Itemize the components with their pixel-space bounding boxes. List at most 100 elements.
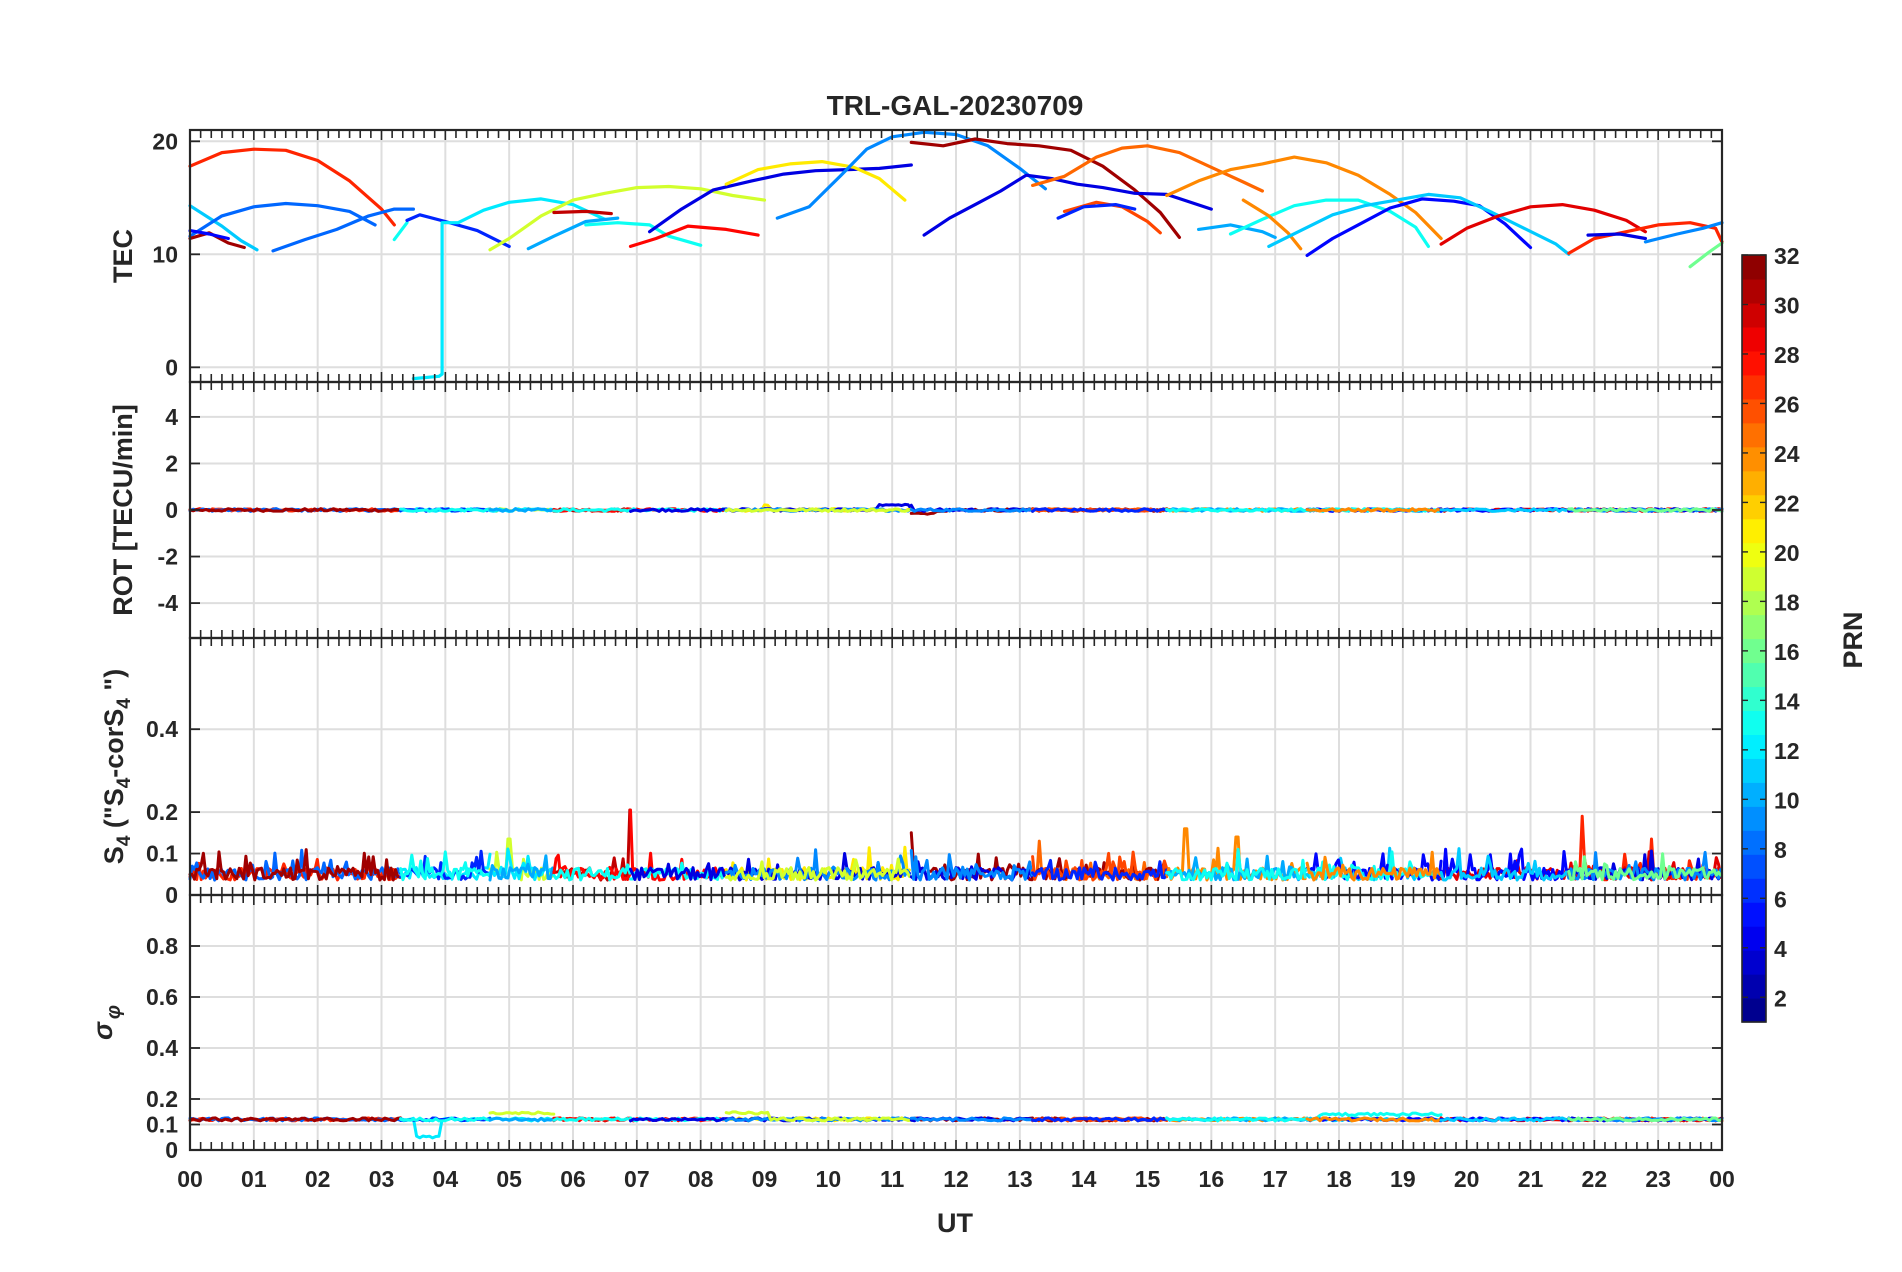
series-prn-24 bbox=[1241, 198, 1303, 251]
y-tick-label: 0.1 bbox=[146, 1112, 178, 1138]
series-prn-9 bbox=[909, 507, 1035, 513]
series-prn-24 bbox=[1305, 507, 1443, 513]
series-prn-24 bbox=[1305, 850, 1443, 882]
y-axis-label-part: 4 bbox=[114, 777, 135, 788]
colorbar-swatch bbox=[1742, 710, 1766, 735]
colorbar-swatch bbox=[1742, 782, 1766, 807]
colorbar-tick-label: 24 bbox=[1774, 441, 1800, 467]
series-prn-24 bbox=[1165, 155, 1443, 241]
series-prn-6 bbox=[1031, 858, 1169, 882]
colorbar-tick-label: 4 bbox=[1774, 936, 1787, 962]
x-tick-label: 14 bbox=[1071, 1166, 1097, 1192]
panel-tec: 0 10 20 TEC bbox=[108, 128, 1724, 384]
series-prn-11 bbox=[1439, 507, 1571, 513]
y-tick-label: 0.2 bbox=[146, 1086, 178, 1112]
y-axis-label-sigma: σφ bbox=[88, 1005, 125, 1040]
x-tick-label: 00 bbox=[1709, 1166, 1735, 1192]
series-prn-13 bbox=[552, 1116, 632, 1123]
series-prn-4 bbox=[647, 163, 913, 234]
y-tick-label: 0.8 bbox=[146, 933, 178, 959]
series-prn-16 bbox=[1688, 241, 1724, 269]
x-ticks-rot bbox=[189, 382, 1723, 638]
panel-rot: -4 -2 0 2 4 ROT [TECU/min] bbox=[108, 380, 1724, 640]
series-prn-13 bbox=[552, 507, 632, 513]
x-ticks-s4 bbox=[189, 638, 1723, 895]
colorbar-swatch bbox=[1742, 326, 1766, 352]
series-prn-16 bbox=[1567, 507, 1724, 513]
data-rot bbox=[188, 502, 1724, 516]
colorbar-swatch bbox=[1742, 350, 1766, 376]
x-tick-label: 20 bbox=[1454, 1166, 1480, 1192]
colorbar-swatch bbox=[1742, 830, 1766, 855]
x-tick-label: 22 bbox=[1582, 1166, 1608, 1192]
series-prn-6 bbox=[405, 213, 511, 248]
series-prn-4 bbox=[629, 507, 728, 513]
y-axis-label-part: ("S bbox=[99, 788, 129, 835]
series-prn-13 bbox=[392, 221, 409, 242]
series-prn-31 bbox=[188, 848, 402, 882]
colorbar-swatch bbox=[1742, 255, 1766, 280]
series-prn-28 bbox=[628, 224, 760, 248]
x-tick-label: 12 bbox=[943, 1166, 969, 1192]
series-prn-19 bbox=[488, 184, 767, 252]
y-tick-label: 4 bbox=[165, 404, 178, 430]
series-prn-12 bbox=[411, 197, 607, 381]
y-tick-label: 0 bbox=[165, 497, 178, 523]
y-tick-label: 10 bbox=[152, 241, 178, 267]
y-tick-label: -4 bbox=[158, 590, 179, 616]
x-tick-label: 21 bbox=[1518, 1166, 1544, 1192]
x-tick-label: 04 bbox=[433, 1166, 459, 1192]
y-tick-label: 0 bbox=[165, 354, 178, 380]
y-tick-label: 20 bbox=[152, 128, 178, 154]
colorbar-tick-label: 8 bbox=[1774, 837, 1787, 863]
series-prn-10 bbox=[488, 507, 556, 513]
series-prn-19 bbox=[724, 1110, 913, 1123]
series-prn-19 bbox=[724, 507, 913, 513]
colorbar-swatch bbox=[1742, 686, 1766, 712]
colorbar-tick-label: 20 bbox=[1774, 540, 1800, 566]
y-tick-label: -2 bbox=[158, 544, 178, 570]
series-prn-11 bbox=[1439, 847, 1570, 882]
colorbar-swatch bbox=[1742, 446, 1766, 472]
colorbar-swatch bbox=[1742, 806, 1766, 831]
y-tick-label: 0.4 bbox=[146, 716, 178, 742]
y-axis-label-tec: TEC bbox=[108, 229, 138, 283]
series-prn-9 bbox=[775, 130, 1048, 220]
y-tick-label: 0.6 bbox=[146, 984, 178, 1010]
series-prn-5 bbox=[188, 229, 230, 241]
x-tick-label: 17 bbox=[1262, 1166, 1288, 1192]
series-prn-13 bbox=[1165, 1116, 1309, 1123]
colorbar-swatch bbox=[1742, 422, 1766, 448]
series-prn-27 bbox=[1567, 221, 1724, 255]
series-prn-9 bbox=[1643, 221, 1724, 244]
colorbar-swatch bbox=[1742, 902, 1766, 927]
series-prn-6 bbox=[1031, 1116, 1169, 1123]
y-axis-label-s4: S4 ("S4-corS4 ") bbox=[99, 669, 135, 864]
series-prn-4 bbox=[629, 1116, 728, 1123]
series-prn-11 bbox=[1439, 1116, 1571, 1123]
series-prn-30 bbox=[552, 209, 613, 216]
series-prn-12 bbox=[399, 852, 492, 881]
colorbar-swatch bbox=[1742, 542, 1766, 568]
series-prn-27 bbox=[188, 147, 396, 227]
x-tick-label: 06 bbox=[560, 1166, 586, 1192]
colorbar-swatch bbox=[1742, 998, 1766, 1023]
panel-s4: 00.10.20.4S4 ("S4-corS4 ") bbox=[99, 636, 1724, 908]
colorbar-swatch bbox=[1742, 494, 1766, 520]
colorbar-tick-label: 10 bbox=[1774, 787, 1800, 813]
y-axis-label-part: φ bbox=[103, 1005, 125, 1019]
series-prn-31 bbox=[188, 231, 246, 250]
series-prn-19 bbox=[724, 857, 911, 882]
series-prn-4 bbox=[629, 862, 726, 882]
colorbar-swatch bbox=[1742, 758, 1766, 783]
series-prn-10 bbox=[488, 1116, 556, 1123]
x-tick-label: 01 bbox=[241, 1166, 267, 1192]
x-axis-label: UT bbox=[937, 1208, 973, 1238]
x-tick-label: 02 bbox=[305, 1166, 331, 1192]
colorbar-swatch bbox=[1742, 950, 1766, 975]
colorbar-label: PRN bbox=[1838, 611, 1868, 668]
x-tick-label: 03 bbox=[369, 1166, 395, 1192]
x-tick-label: 09 bbox=[752, 1166, 778, 1192]
x-ticks-tec bbox=[189, 130, 1723, 382]
